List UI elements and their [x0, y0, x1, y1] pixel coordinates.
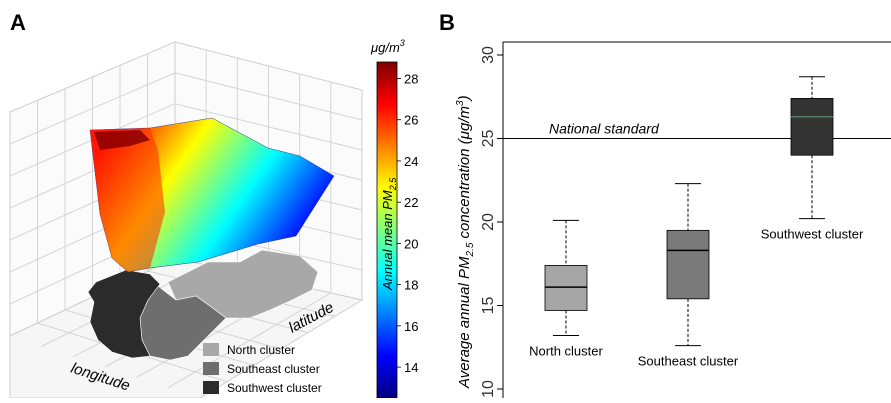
legend-label: Southeast cluster [227, 362, 320, 376]
y-tick-label: 25 [480, 130, 497, 148]
panel-a: A longitude latitude North clusterSouthe… [9, 10, 418, 399]
y-tick-label: 30 [480, 46, 497, 64]
y-axis-label-main: Average annual PM [456, 256, 473, 389]
cluster-legend: North cluster Southeast cluster Southwest … [203, 343, 322, 395]
colorbar-tick-label: 24 [404, 154, 418, 169]
grid-line-floor [168, 292, 332, 389]
legend-swatch [203, 343, 219, 356]
box-1: North cluster [529, 219, 604, 359]
colorbar-label: Annual mean PM2.5 [380, 177, 398, 291]
legend-label: Southwest cluster [227, 381, 322, 395]
y-axis-label-sup: 3 [455, 100, 466, 106]
surface-peak-face [90, 128, 165, 272]
panel-a-letter: A [10, 10, 26, 35]
y-axis-label-end: ) [456, 95, 473, 102]
panel-b: B 10 15 20 25 30 Average annual PM2.5 concen… [439, 10, 891, 398]
colorbar-tick-label: 26 [404, 113, 418, 128]
box-plots: North cluster Southeast cluster Southwest … [529, 76, 864, 369]
y-axis-label: Average annual PM2.5 concentration (μg/m… [455, 95, 476, 389]
colorbar-label-sub: 2.5 [388, 177, 398, 192]
box-category-label: Southwest cluster [761, 227, 864, 242]
national-standard-label: National standard [549, 121, 660, 137]
colorbar-tick-label: 20 [404, 236, 418, 251]
cluster-map [87, 249, 319, 361]
y-axis-ticks: 10 15 20 25 30 [480, 46, 503, 398]
colorbar-tick-label: 28 [404, 71, 418, 86]
legend-swatch [203, 362, 219, 375]
colorbar-unit: μg/m3 [370, 38, 405, 55]
colorbar-label-main: Annual mean PM [380, 190, 395, 291]
map-southwest-cluster [87, 269, 161, 359]
colorbar-unit-main: μg/m [370, 40, 400, 55]
legend-swatch [203, 381, 219, 394]
colorbar-unit-sup: 3 [400, 38, 405, 48]
box-category-label: Southeast cluster [638, 354, 739, 369]
box-iqr [790, 98, 834, 156]
y-axis-label-sub: 2.5 [465, 242, 476, 257]
box-iqr [666, 229, 710, 300]
panel-b-letter: B [439, 10, 455, 35]
y-tick-label: 15 [480, 297, 497, 315]
y-tick-label: 20 [480, 213, 497, 231]
y-tick-label: 10 [480, 380, 497, 398]
box-category-label: North cluster [529, 344, 603, 359]
colorbar-tick-label: 22 [404, 195, 418, 210]
box-3: Southwest cluster [761, 76, 864, 242]
box-iqr [544, 265, 588, 311]
colorbar-tick-label: 18 [404, 278, 418, 293]
surface-peak-top [94, 130, 150, 150]
y-axis-label-mid: concentration (μg/m [456, 106, 473, 243]
legend-label: North cluster [227, 343, 295, 357]
colorbar: μg/m3 14 16 18 20 22 24 26 28 Annual mean PM2.5 [370, 38, 418, 399]
colorbar-tick-label: 14 [404, 360, 418, 375]
colorbar-ticks: 14 16 18 20 22 24 26 28 [397, 71, 418, 375]
box-2: Southeast cluster [638, 183, 739, 369]
pm25-surface [89, 117, 335, 273]
colorbar-tick-label: 16 [404, 319, 418, 334]
